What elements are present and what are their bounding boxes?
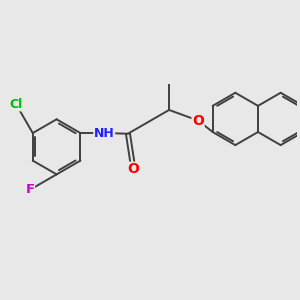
Text: O: O <box>127 162 139 176</box>
Text: F: F <box>25 183 34 196</box>
Text: Cl: Cl <box>10 98 23 111</box>
Text: O: O <box>192 113 204 128</box>
Text: NH: NH <box>94 127 115 140</box>
